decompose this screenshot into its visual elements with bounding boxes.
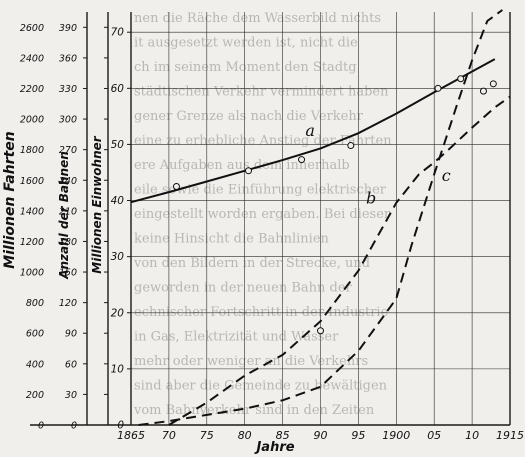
curve-label-c: c (442, 166, 451, 185)
x-tick-label: 70 (162, 429, 176, 442)
y-tick-label-1: 150 (59, 268, 77, 279)
y-axis-title-2: Millionen Einwohner (90, 135, 104, 273)
y-tick-label-2: 0 (117, 420, 124, 432)
x-tick-label: 10 (465, 429, 479, 442)
y-axis-title-1: Anzahl der Bahnen (57, 151, 71, 280)
background-text: nen die Räche dem Wasserbild nichts it au… (133, 11, 392, 418)
tick-labels: 1865 70 75 80 85 90 95 1900 05 10 1915020040060080… (20, 23, 524, 442)
axis-titles: Millionen Fahrten Anzahl der Bahnen Millio… (2, 131, 295, 455)
y-tick-label-1: 210 (59, 206, 77, 217)
data-point-a (172, 183, 180, 191)
x-tick-label: 75 (200, 429, 214, 442)
x-tick-label: 1865 (117, 429, 145, 442)
background-text-line: gener Grenze als nach die Verkehr (134, 109, 364, 124)
y-tick-label-1: 390 (59, 23, 77, 34)
y-tick-label-1: 90 (65, 329, 77, 340)
y-tick-label-0: 2400 (20, 53, 44, 64)
curve-labels: a b c (305, 121, 450, 207)
x-tick-label: 95 (351, 429, 365, 442)
y-tick-label-1: 180 (59, 237, 77, 248)
background-text-line: eile sowie die Einführung elektrischer (134, 183, 387, 198)
y-tick-label-0: 1400 (20, 206, 44, 217)
y-tick-label-1: 60 (65, 359, 77, 370)
y-tick-label-2: 40 (111, 195, 125, 207)
y-tick-label-1: 270 (59, 145, 77, 156)
data-point-a (347, 142, 355, 150)
y-tick-label-1: 300 (59, 115, 77, 126)
background-text-line: ere Aufgaben aus dem innerhalb (134, 158, 350, 173)
data-points (172, 75, 497, 335)
background-text-line: nen die Räche dem Wasserbild nichts (134, 11, 381, 26)
background-text-line: vom Bahnverkehr sind in den Zeiten (133, 403, 375, 418)
y-tick-label-0: 2200 (20, 84, 44, 95)
background-text-line: sind aber die Gemeinde zu bewältigen (134, 379, 388, 394)
y-tick-label-2: 20 (111, 307, 125, 319)
y-tick-label-1: 0 (71, 421, 77, 432)
curve-b (168, 95, 511, 426)
y-tick-label-2: 30 (111, 251, 125, 263)
axes (30, 12, 511, 426)
y-tick-label-0: 400 (26, 359, 44, 370)
y-tick-label-1: 360 (59, 53, 77, 64)
y-tick-label-2: 60 (111, 83, 125, 95)
y-tick-label-1: 30 (65, 390, 77, 401)
y-tick-label-2: 70 (111, 27, 125, 39)
y-tick-label-1: 120 (59, 298, 77, 309)
curve-c (138, 9, 503, 426)
x-tick-label: 1915 (496, 429, 524, 442)
background-text-line: geworden in der neuen Bahn der (134, 281, 353, 296)
background-text-line: von den Bildern in der Strecke, und (133, 256, 370, 271)
data-point-a (489, 80, 497, 88)
y-tick-label-0: 1600 (20, 176, 44, 187)
x-tick-label: 1900 (382, 429, 410, 442)
data-point-a (244, 167, 252, 175)
y-tick-label-0: 1000 (20, 268, 44, 279)
data-point-a (298, 156, 306, 164)
data-point-a (434, 84, 442, 92)
y-tick-label-0: 1200 (20, 237, 44, 248)
curve-label-a: a (305, 121, 315, 140)
curve-a (130, 58, 496, 204)
y-tick-label-0: 0 (38, 421, 44, 432)
y-tick-label-2: 50 (111, 139, 125, 151)
y-tick-label-0: 600 (26, 329, 44, 340)
curves (130, 9, 511, 426)
data-point-a (479, 87, 487, 95)
background-text-line: mehr oder weniger an die Verkehrs (134, 354, 368, 369)
background-text-line: städtischen Verkehr vermindert haben (134, 85, 389, 100)
data-point-b (317, 327, 324, 335)
background-text-line: ch im seinem Moment den Stadtg (134, 60, 357, 75)
x-tick-label: 85 (276, 429, 290, 442)
y-tick-label-0: 200 (26, 390, 44, 401)
y-tick-label-0: 2000 (20, 115, 44, 126)
y-tick-label-0: 800 (26, 298, 44, 309)
x-tick-label: 90 (314, 429, 328, 442)
y-tick-label-0: 2600 (20, 23, 44, 34)
y-tick-label-1: 330 (59, 84, 77, 95)
x-tick-label: 80 (238, 429, 252, 442)
y-tick-label-2: 10 (111, 363, 125, 375)
background-text-line: eingestellt worden ergaben. Bei dieser (134, 207, 391, 222)
background-text-line: keine Hinsicht die Bahnlinien (134, 232, 330, 247)
y-axis-title-0: Millionen Fahrten (2, 131, 18, 269)
x-axis-title: Jahre (253, 440, 294, 455)
y-tick-label-1: 240 (59, 176, 77, 187)
x-tick-label: 05 (427, 429, 441, 442)
background-text-line: it ausgesetzt werden ist, nicht die (134, 36, 358, 51)
y-tick-label-0: 1800 (20, 145, 44, 156)
data-point-a (457, 75, 465, 83)
background-text-line: in Gas, Elektrizität und Wasser (134, 330, 339, 345)
curve-label-b: b (366, 188, 376, 207)
